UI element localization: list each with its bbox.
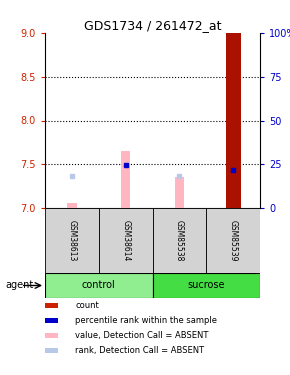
Text: percentile rank within the sample: percentile rank within the sample xyxy=(75,316,218,325)
Text: GSM38613: GSM38613 xyxy=(67,220,76,261)
Bar xyxy=(153,208,206,273)
Bar xyxy=(67,203,77,208)
Text: GSM38614: GSM38614 xyxy=(121,220,130,261)
Bar xyxy=(226,33,241,208)
Text: control: control xyxy=(82,280,116,291)
Text: value, Detection Call = ABSENT: value, Detection Call = ABSENT xyxy=(75,331,209,340)
Title: GDS1734 / 261472_at: GDS1734 / 261472_at xyxy=(84,19,221,32)
Text: sucrose: sucrose xyxy=(188,280,225,291)
Text: GSM85538: GSM85538 xyxy=(175,220,184,261)
Bar xyxy=(121,151,130,208)
Bar xyxy=(45,273,153,298)
Bar xyxy=(45,333,58,338)
Bar xyxy=(45,318,58,323)
Text: rank, Detection Call = ABSENT: rank, Detection Call = ABSENT xyxy=(75,346,204,355)
Bar xyxy=(45,348,58,353)
Text: count: count xyxy=(75,301,99,310)
Bar xyxy=(175,177,184,208)
Text: GSM85539: GSM85539 xyxy=(229,220,238,261)
Text: agent: agent xyxy=(5,280,33,291)
Bar xyxy=(206,208,260,273)
Bar xyxy=(99,208,153,273)
Bar xyxy=(153,273,260,298)
Bar xyxy=(45,208,99,273)
Bar xyxy=(45,303,58,308)
